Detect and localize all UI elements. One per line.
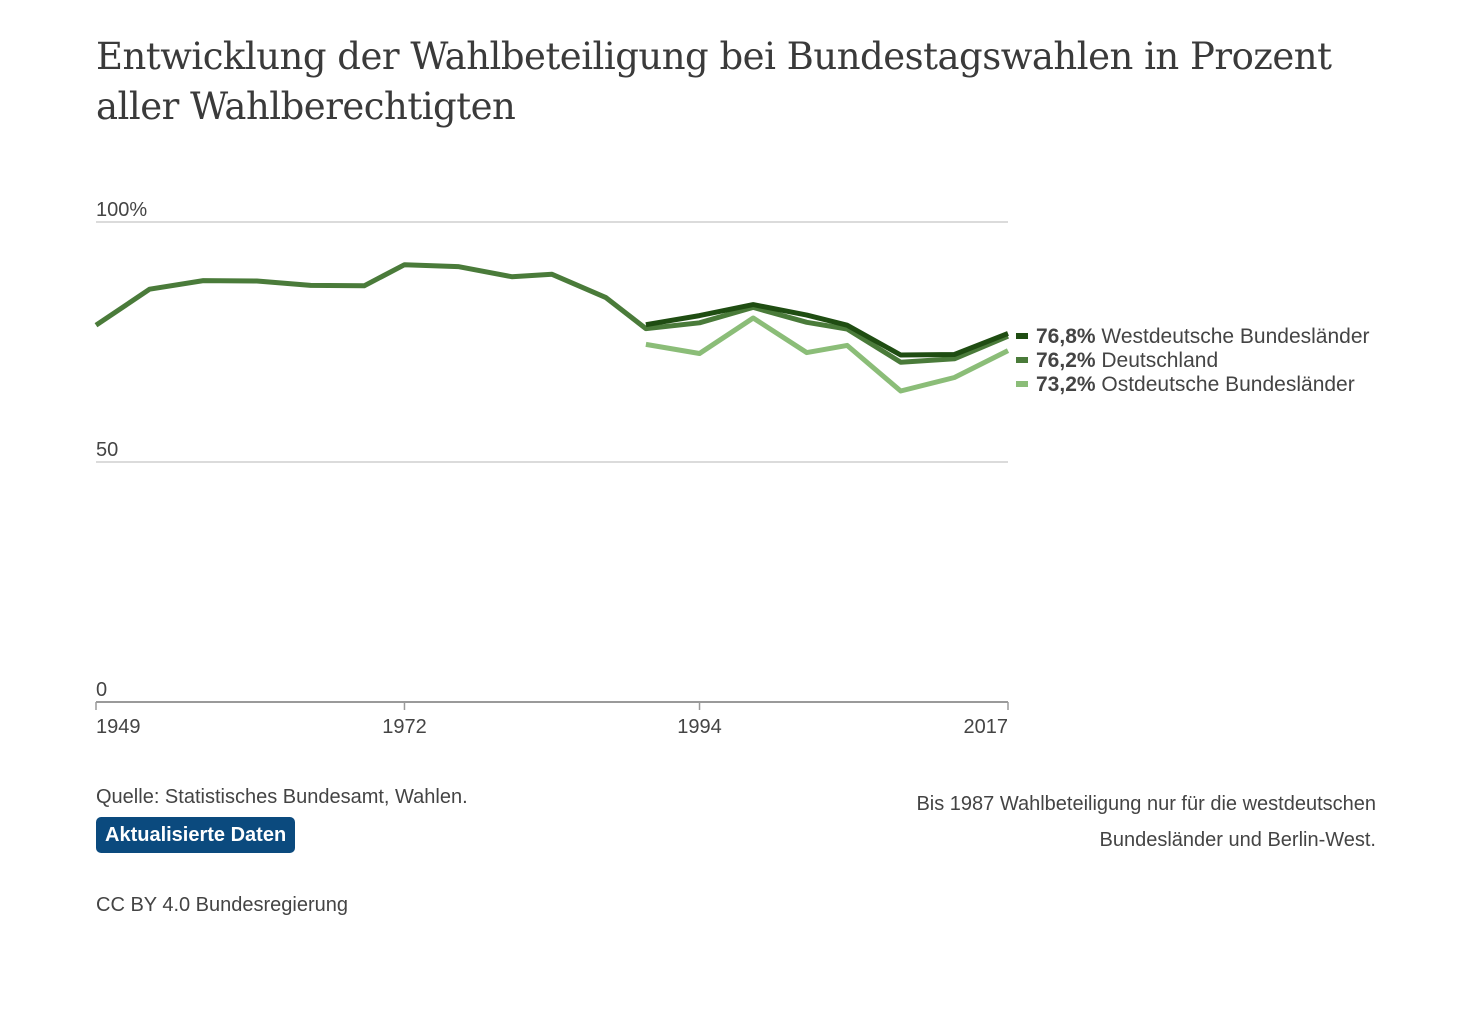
legend-value: 76,8% <box>1036 325 1101 348</box>
license-text: CC BY 4.0 Bundesregierung <box>96 894 349 916</box>
series-line-westdeutsche-bundesl-nder <box>645 302 1009 358</box>
y-tick-label: 100% <box>96 199 147 221</box>
y-tick-label: 0 <box>96 679 107 701</box>
legend-value: 73,2% <box>1036 373 1101 396</box>
footnote-line: Bis 1987 Wahlbeteiligung nur für die wes… <box>916 793 1376 815</box>
footnote: Bis 1987 Wahlbeteiligung nur für die wes… <box>816 786 1376 858</box>
series-lines <box>94 262 1010 394</box>
legend-item: 76,8% Westdeutsche Bundesländer <box>1036 325 1370 348</box>
y-axis-labels: 0 50 100% <box>96 199 147 701</box>
legend-swatch <box>1016 381 1028 387</box>
gridlines <box>96 221 1008 463</box>
legend-swatch <box>1016 333 1028 339</box>
footnote-line: Bundesländer und Berlin-West. <box>1099 829 1376 851</box>
x-tick-label: 1994 <box>677 716 722 738</box>
line-chart: 0 50 100% 1949 1972 1994 2017 76,8% Westdeuts… <box>94 199 1370 738</box>
legend-item: 73,2% Ostdeutsche Bundesländer <box>1036 373 1355 396</box>
x-tick-label: 2017 <box>964 716 1009 738</box>
series-line-ostdeutsche-bundesl-nder <box>645 315 1010 394</box>
legend-name: Ostdeutsche Bundesländer <box>1101 373 1354 396</box>
source-text: Quelle: Statistisches Bundesamt, Wahlen. <box>96 786 468 808</box>
y-tick-label: 50 <box>96 439 118 461</box>
updated-data-button[interactable]: Aktualisierte Daten <box>96 817 296 853</box>
legend-name: Westdeutsche Bundesländer <box>1101 325 1369 348</box>
x-tick-label: 1972 <box>382 716 427 738</box>
chart-title: Entwicklung der Wahlbeteiligung bei Bund… <box>96 35 1332 128</box>
legend-item: 76,2% Deutschland <box>1036 349 1218 372</box>
series-line-deutschland <box>94 262 1009 365</box>
legend-swatch <box>1016 357 1028 363</box>
legend-name: Deutschland <box>1101 349 1218 372</box>
legend-value: 76,2% <box>1036 349 1101 372</box>
x-axis <box>95 701 1009 710</box>
x-tick-label: 1949 <box>96 716 141 738</box>
x-axis-labels: 1949 1972 1994 2017 <box>96 716 1008 738</box>
